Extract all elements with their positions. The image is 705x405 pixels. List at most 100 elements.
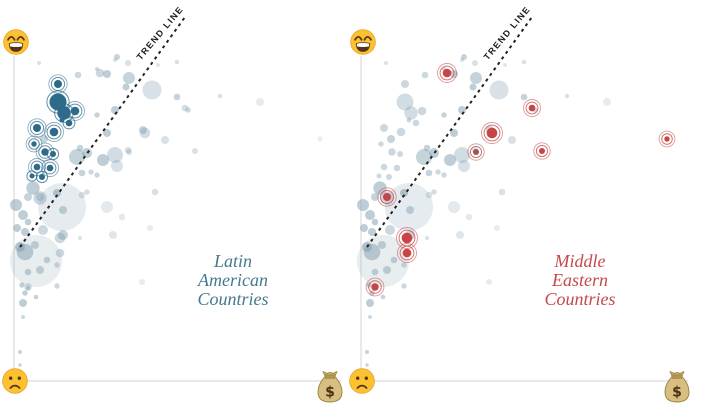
country-bubble <box>38 183 86 231</box>
country-bubble <box>472 60 478 66</box>
frowning-face-icon <box>2 368 28 394</box>
country-bubble <box>384 61 388 65</box>
highlight-ring <box>30 160 44 174</box>
chart-label-latin-american: Latin American Countries <box>163 252 303 309</box>
country-bubble <box>59 206 67 214</box>
country-bubble <box>123 72 135 84</box>
highlighted-country-bubble <box>31 141 37 147</box>
country-bubble <box>404 106 418 120</box>
country-bubble <box>94 112 100 118</box>
country-bubble <box>24 193 32 201</box>
country-bubble <box>412 119 420 127</box>
highlighted-country-bubble <box>33 163 41 171</box>
svg-text:$: $ <box>325 385 335 401</box>
country-bubble <box>18 210 28 220</box>
country-bubble <box>13 224 21 232</box>
country-bubble <box>386 174 392 180</box>
money-bag-icon: $ <box>317 371 343 403</box>
country-bubble <box>103 70 111 78</box>
country-bubble <box>376 173 382 179</box>
highlight-ring <box>44 122 64 142</box>
highlighted-country-bubble <box>46 164 54 172</box>
country-bubble <box>401 80 409 88</box>
country-bubble <box>564 93 570 99</box>
country-bubble <box>37 61 41 65</box>
highlight-ring <box>27 118 47 138</box>
highlight-ring <box>523 99 541 117</box>
highlighted-country-bubble <box>54 80 62 88</box>
country-bubble <box>417 106 427 116</box>
country-bubble <box>406 117 412 123</box>
country-bubble <box>371 193 379 201</box>
highlight-ring <box>396 227 418 249</box>
country-bubble <box>18 363 22 367</box>
highlighted-country-bubble <box>473 149 479 155</box>
highlight-ring <box>379 189 395 205</box>
country-bubble <box>365 210 375 220</box>
country-bubble <box>19 282 25 288</box>
country-bubble <box>147 225 153 231</box>
country-bubble <box>103 129 111 137</box>
country-bubble <box>126 149 132 155</box>
country-bubble <box>88 169 94 175</box>
country-bubble <box>444 154 456 166</box>
country-bubble <box>371 218 379 226</box>
country-bubble <box>458 160 470 172</box>
country-bubble <box>368 315 372 319</box>
country-bubble <box>125 60 131 66</box>
highlighted-country-bubble <box>59 117 65 123</box>
country-bubble <box>82 148 92 158</box>
country-bubble <box>470 72 482 84</box>
country-bubble <box>603 98 611 106</box>
highlight-ring <box>28 138 40 150</box>
country-bubble <box>396 93 414 111</box>
highlighted-country-bubble <box>401 232 413 244</box>
label-line: Middle <box>554 251 606 271</box>
country-bubble <box>139 126 147 134</box>
country-bubble <box>78 169 86 177</box>
country-bubble <box>425 191 433 199</box>
country-bubble <box>33 191 47 205</box>
country-bubble <box>435 169 441 175</box>
grinning-face-icon <box>350 29 376 55</box>
highlight-ring <box>397 243 417 263</box>
highlighted-country-bubble <box>70 106 80 116</box>
label-line: Latin <box>213 251 252 271</box>
country-bubble <box>365 363 369 367</box>
country-bubble <box>18 350 22 354</box>
country-bubble <box>494 225 500 231</box>
country-bubble <box>97 154 109 166</box>
country-bubble <box>503 63 507 67</box>
country-bubble <box>111 160 123 172</box>
highlight-ring <box>483 124 501 142</box>
country-bubble <box>114 54 120 60</box>
country-bubble <box>425 236 429 240</box>
country-bubble <box>461 54 467 60</box>
svg-text:$: $ <box>672 385 682 401</box>
highlighted-country-bubble <box>39 174 45 180</box>
highlight-ring <box>48 74 68 94</box>
country-bubble <box>456 231 464 239</box>
country-bubble <box>78 191 86 199</box>
country-bubble <box>397 151 403 157</box>
country-bubble <box>406 206 414 214</box>
country-bubble <box>161 136 169 144</box>
highlight-ring <box>62 116 76 130</box>
frowning-face-icon <box>349 368 375 394</box>
highlight-ring <box>525 101 539 115</box>
country-bubble <box>390 256 398 264</box>
country-bubble <box>95 67 99 71</box>
highlight-ring <box>46 124 62 140</box>
country-bubble <box>256 98 264 106</box>
country-bubble <box>441 172 447 178</box>
country-bubble <box>429 148 439 158</box>
highlight-ring <box>535 144 549 158</box>
country-bubble <box>401 283 407 289</box>
country-bubble <box>431 189 437 195</box>
country-bubble <box>118 213 126 221</box>
highlight-ring <box>41 159 59 177</box>
country-bubble <box>111 106 119 114</box>
country-bubble <box>458 106 466 114</box>
panel-middle-eastern: $ <box>349 16 690 403</box>
